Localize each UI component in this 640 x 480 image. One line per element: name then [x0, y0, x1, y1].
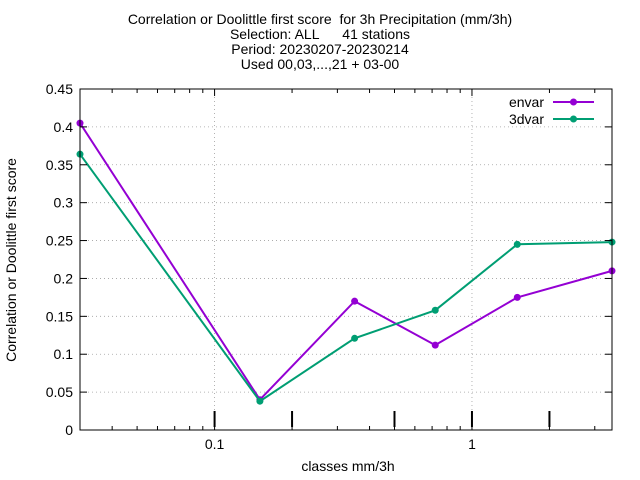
- y-tick-label: 0.25: [46, 233, 73, 249]
- title-line-2: Selection: ALL 41 stations: [229, 26, 411, 42]
- class-markers: [213, 411, 551, 427]
- y-axis-label: Correlation or Doolittle first score: [3, 158, 19, 362]
- y-tick-label: 0.1: [54, 346, 74, 362]
- y-tick-label: 0.45: [46, 81, 73, 97]
- data-point-3dvar: [351, 334, 359, 342]
- series-line-3dvar: [79, 153, 613, 403]
- y-tick-label: 0.05: [46, 384, 73, 400]
- legend-label-3dvar: 3dvar: [509, 111, 544, 127]
- series-3dvar: [76, 150, 616, 405]
- data-point-3dvar: [431, 306, 439, 314]
- data-point-envar: [513, 293, 521, 301]
- legend-marker-3dvar: [570, 115, 577, 123]
- y-tick-label: 0.2: [54, 270, 74, 286]
- data-point-3dvar: [513, 240, 521, 248]
- data-point-envar: [351, 297, 359, 305]
- x-axis: 0.1 1: [111, 89, 596, 452]
- x-tick-label: 0.1: [205, 436, 225, 452]
- title-line-4: Used 00,03,...,21 + 03-00: [240, 56, 400, 72]
- y-tick-label: 0.3: [54, 195, 74, 211]
- legend-label-envar: envar: [509, 94, 544, 110]
- title-line-1: Correlation or Doolittle first score for…: [127, 11, 513, 27]
- grid: [80, 89, 612, 430]
- y-tick-label: 0.4: [54, 119, 74, 135]
- y-tick-label: 0.15: [46, 308, 73, 324]
- y-axis: 0 0.05 0.1 0.15 0.2 0.25 0.3 0.35 0.4 0.45: [46, 81, 612, 438]
- y-tick-label: 0: [65, 422, 73, 438]
- data-point-3dvar: [256, 397, 264, 405]
- series-layer: [76, 119, 616, 405]
- title-line-3: Period: 20230207-20230214: [231, 41, 409, 57]
- y-tick-label: 0.35: [46, 157, 73, 173]
- x-axis-label: classes mm/3h: [301, 458, 394, 474]
- plot-frame: [79, 88, 613, 431]
- series-line-envar: [79, 122, 613, 402]
- x-tick-label: 1: [468, 436, 476, 452]
- chart-title: Correlation or Doolittle first score for…: [0, 12, 640, 72]
- legend-marker-envar: [570, 98, 577, 106]
- data-point-envar: [431, 341, 439, 349]
- series-envar: [76, 119, 616, 404]
